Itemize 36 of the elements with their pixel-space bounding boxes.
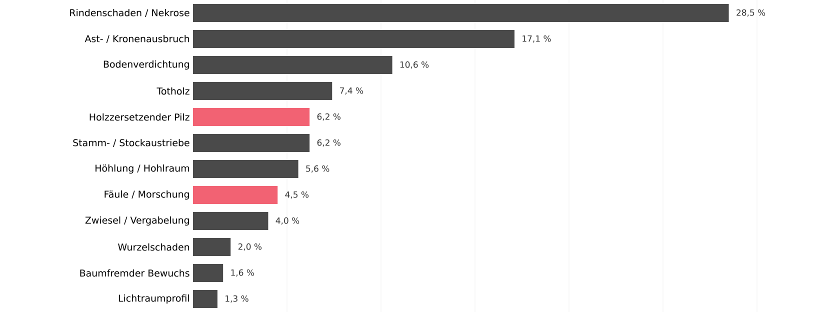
y-tick-label: Holzzersetzender Pilz bbox=[90, 113, 190, 121]
y-tick-label: Fäule / Morschung bbox=[104, 190, 189, 200]
data-label: 10,6 % bbox=[400, 61, 429, 69]
data-label: 28,5 % bbox=[736, 9, 766, 17]
y-tick-label: Totholz bbox=[156, 87, 190, 95]
data-label: 1,3 % bbox=[226, 295, 248, 303]
data-label: 6,2 % bbox=[317, 139, 340, 147]
data-label: 1,6 % bbox=[231, 269, 254, 277]
data-label: 4,5 % bbox=[285, 191, 309, 199]
y-tick-label: Ast- / Kronenausbruch bbox=[84, 34, 190, 44]
bar bbox=[193, 238, 231, 256]
y-tick-label: Höhlung / Hohlraum bbox=[96, 164, 190, 174]
bar bbox=[193, 108, 310, 126]
y-tick-label: Zwiesel / Vergabelung bbox=[85, 216, 189, 226]
y-tick-label: Baumfremder Bewuchs bbox=[80, 269, 190, 277]
bar bbox=[193, 4, 729, 22]
data-label: 2,0 % bbox=[238, 243, 262, 251]
y-tick-label: Wurzelschaden bbox=[118, 243, 190, 251]
data-label: 6,2 % bbox=[317, 113, 340, 121]
y-tick-label: Bodenverdichtung bbox=[104, 60, 189, 70]
bar bbox=[193, 56, 392, 74]
bar bbox=[193, 186, 278, 204]
data-label: 17,1 % bbox=[522, 35, 551, 43]
y-tick-label: Lichtraumprofil bbox=[118, 294, 189, 304]
y-tick-label: Rindenschaden / Nekrose bbox=[70, 8, 190, 18]
y-tick-label: Stamm- / Stockaustriebe bbox=[73, 138, 190, 148]
bar bbox=[193, 212, 268, 230]
data-label: 7,4 % bbox=[340, 87, 364, 95]
bar bbox=[193, 30, 514, 48]
bar bbox=[193, 134, 310, 152]
bar bbox=[193, 160, 298, 178]
bar bbox=[193, 264, 224, 282]
data-label: 5,6 % bbox=[306, 165, 330, 173]
bar bbox=[193, 82, 332, 100]
bar bbox=[193, 290, 218, 308]
data-label: 4,0 % bbox=[276, 217, 300, 225]
